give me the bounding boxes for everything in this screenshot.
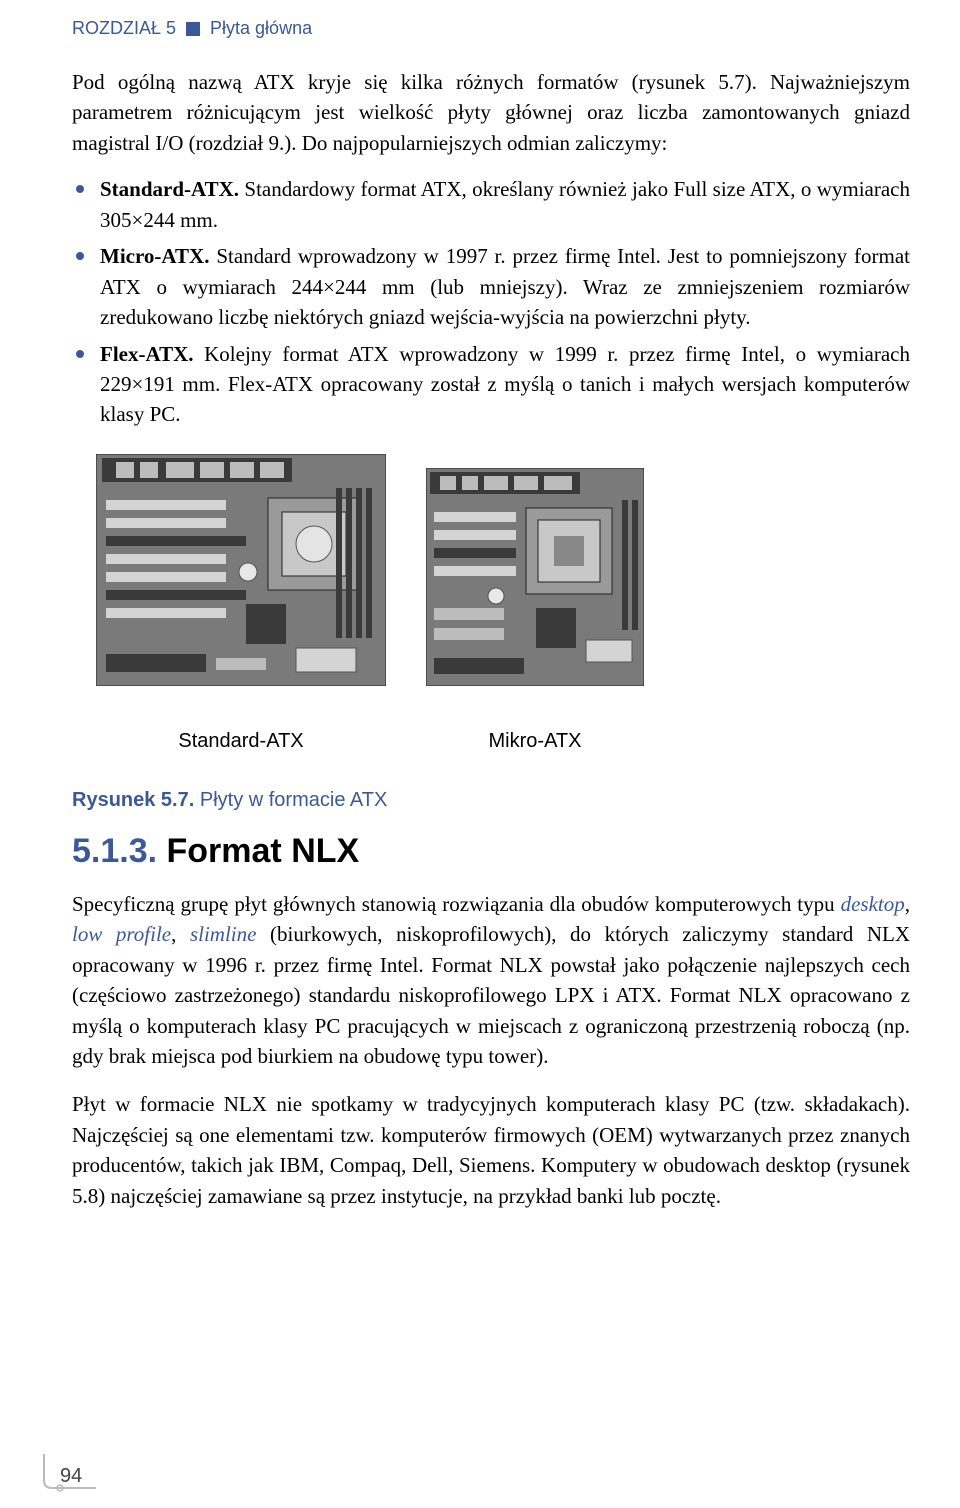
p1-desktop: desktop bbox=[841, 892, 905, 916]
p1-sep1: , bbox=[905, 892, 910, 916]
term-desc: Standard wprowadzony w 1997 r. przez fir… bbox=[100, 244, 910, 329]
term: Standard-ATX. bbox=[100, 177, 239, 201]
term-desc: Kolejny format ATX wprowadzony w 1999 r.… bbox=[100, 342, 910, 427]
header-title: Płyta główna bbox=[210, 18, 312, 39]
term: Micro-ATX. bbox=[100, 244, 209, 268]
nlx-paragraph-2: Płyt w formacie NLX nie spotkamy w trady… bbox=[72, 1089, 910, 1211]
caption-number: Rysunek 5.7. bbox=[72, 789, 194, 811]
section-number: 5.1.3. bbox=[72, 832, 157, 870]
p1-pre: Specyficzną grupę płyt głównych stanowią… bbox=[72, 892, 841, 916]
p1-slimline: slimline bbox=[190, 922, 257, 946]
standard-atx-label: Standard-ATX bbox=[178, 730, 303, 753]
format-list: Standard-ATX. Standardowy format ATX, ok… bbox=[72, 174, 910, 430]
nlx-paragraph-1: Specyficzną grupę płyt głównych stanowią… bbox=[72, 889, 910, 1072]
page-number: 94 bbox=[60, 1465, 82, 1488]
chapter-label: ROZDZIAŁ 5 bbox=[72, 18, 176, 39]
mikro-atx-label: Mikro-ATX bbox=[489, 730, 582, 753]
section-title: Format NLX bbox=[157, 832, 359, 870]
intro-paragraph: Pod ogólną nazwą ATX kryje się kilka róż… bbox=[72, 67, 910, 158]
section-heading: 5.1.3. Format NLX bbox=[72, 832, 910, 871]
mikro-atx-board-icon bbox=[426, 468, 644, 686]
list-item: Micro-ATX. Standard wprowadzony w 1997 r… bbox=[72, 241, 910, 332]
list-item: Standard-ATX. Standardowy format ATX, ok… bbox=[72, 174, 910, 235]
mikro-atx-col: Mikro-ATX bbox=[426, 468, 644, 753]
list-item: Flex-ATX. Kolejny format ATX wprowadzony… bbox=[72, 339, 910, 430]
standard-atx-col: Standard-ATX bbox=[96, 454, 386, 753]
term: Flex-ATX. bbox=[100, 342, 194, 366]
standard-atx-board-icon bbox=[96, 454, 386, 686]
page-header: ROZDZIAŁ 5 Płyta główna bbox=[72, 18, 910, 39]
p1-sep2: , bbox=[171, 922, 190, 946]
figure-row: Standard-ATX bbox=[96, 454, 910, 753]
figure-caption: Rysunek 5.7. Płyty w formacie ATX bbox=[72, 789, 910, 812]
caption-text: Płyty w formacie ATX bbox=[194, 789, 387, 811]
p1-lowprofile: low profile bbox=[72, 922, 171, 946]
header-square-icon bbox=[186, 22, 200, 36]
